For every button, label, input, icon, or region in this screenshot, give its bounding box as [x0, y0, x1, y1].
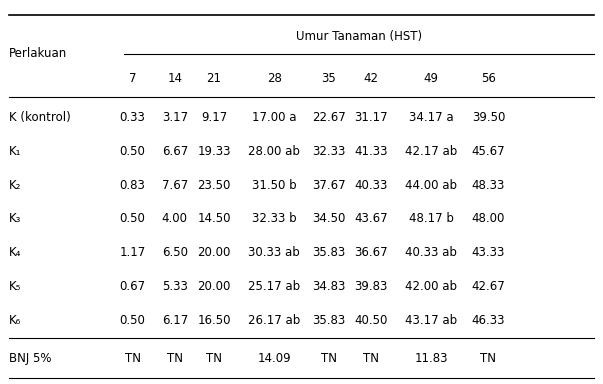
Text: 26.17 ab: 26.17 ab [248, 314, 300, 327]
Text: K₁: K₁ [9, 145, 22, 158]
Text: 23.50: 23.50 [197, 179, 231, 192]
Text: 42.00 ab: 42.00 ab [405, 280, 457, 293]
Text: 20.00: 20.00 [197, 280, 231, 293]
Text: 31.50 b: 31.50 b [252, 179, 297, 192]
Text: 32.33: 32.33 [312, 145, 346, 158]
Text: 30.33 ab: 30.33 ab [248, 246, 300, 259]
Text: K₂: K₂ [9, 179, 22, 192]
Text: 37.67: 37.67 [312, 179, 346, 192]
Text: 7.67: 7.67 [162, 179, 188, 192]
Text: 14.09: 14.09 [257, 352, 291, 365]
Text: 49: 49 [424, 72, 438, 85]
Text: TN: TN [321, 352, 336, 365]
Text: TN: TN [125, 352, 140, 365]
Text: 56: 56 [481, 72, 496, 85]
Text: 34.50: 34.50 [312, 212, 346, 225]
Text: K₄: K₄ [9, 246, 22, 259]
Text: TN: TN [206, 352, 222, 365]
Text: K (kontrol): K (kontrol) [9, 111, 71, 124]
Text: 41.33: 41.33 [354, 145, 388, 158]
Text: 11.83: 11.83 [414, 352, 448, 365]
Text: 48.00: 48.00 [472, 212, 505, 225]
Text: 25.17 ab: 25.17 ab [248, 280, 300, 293]
Text: 14: 14 [168, 72, 182, 85]
Text: 6.67: 6.67 [162, 145, 188, 158]
Text: 28: 28 [267, 72, 282, 85]
Text: BNJ 5%: BNJ 5% [9, 352, 51, 365]
Text: 40.33: 40.33 [354, 179, 388, 192]
Text: 0.50: 0.50 [120, 314, 145, 327]
Text: Perlakuan: Perlakuan [9, 47, 68, 60]
Text: 0.50: 0.50 [120, 212, 145, 225]
Text: K₆: K₆ [9, 314, 21, 327]
Text: 34.83: 34.83 [312, 280, 346, 293]
Text: 5.33: 5.33 [162, 280, 188, 293]
Text: 39.50: 39.50 [472, 111, 505, 124]
Text: 48.17 b: 48.17 b [409, 212, 453, 225]
Text: 7: 7 [129, 72, 136, 85]
Text: 46.33: 46.33 [472, 314, 505, 327]
Text: 43.33: 43.33 [472, 246, 505, 259]
Text: TN: TN [481, 352, 496, 365]
Text: 0.50: 0.50 [120, 145, 145, 158]
Text: 42.67: 42.67 [472, 280, 505, 293]
Text: 42.17 ab: 42.17 ab [405, 145, 457, 158]
Text: 17.00 a: 17.00 a [252, 111, 297, 124]
Text: 36.67: 36.67 [354, 246, 388, 259]
Text: 32.33 b: 32.33 b [252, 212, 297, 225]
Text: K₅: K₅ [9, 280, 22, 293]
Text: 34.17 a: 34.17 a [409, 111, 453, 124]
Text: 3.17: 3.17 [162, 111, 188, 124]
Text: 9.17: 9.17 [201, 111, 227, 124]
Text: 1.17: 1.17 [119, 246, 146, 259]
Text: 35.83: 35.83 [312, 314, 346, 327]
Text: 35.83: 35.83 [312, 246, 346, 259]
Text: 42: 42 [364, 72, 378, 85]
Text: 20.00: 20.00 [197, 246, 231, 259]
Text: 4.00: 4.00 [162, 212, 188, 225]
Text: K₃: K₃ [9, 212, 22, 225]
Text: 43.17 ab: 43.17 ab [405, 314, 457, 327]
Text: 48.33: 48.33 [472, 179, 505, 192]
Text: TN: TN [363, 352, 379, 365]
Text: 0.33: 0.33 [120, 111, 145, 124]
Text: 39.83: 39.83 [354, 280, 388, 293]
Text: 28.00 ab: 28.00 ab [248, 145, 300, 158]
Text: 40.50: 40.50 [354, 314, 388, 327]
Text: 0.67: 0.67 [119, 280, 146, 293]
Text: 22.67: 22.67 [312, 111, 346, 124]
Text: 44.00 ab: 44.00 ab [405, 179, 457, 192]
Text: 6.17: 6.17 [162, 314, 188, 327]
Text: 14.50: 14.50 [197, 212, 231, 225]
Text: 40.33 ab: 40.33 ab [405, 246, 457, 259]
Text: Umur Tanaman (HST): Umur Tanaman (HST) [295, 30, 422, 43]
Text: 6.50: 6.50 [162, 246, 188, 259]
Text: 35: 35 [321, 72, 336, 85]
Text: 45.67: 45.67 [472, 145, 505, 158]
Text: 16.50: 16.50 [197, 314, 231, 327]
Text: 0.83: 0.83 [120, 179, 145, 192]
Text: 31.17: 31.17 [354, 111, 388, 124]
Text: 43.67: 43.67 [354, 212, 388, 225]
Text: TN: TN [167, 352, 183, 365]
Text: 21: 21 [207, 72, 221, 85]
Text: 19.33: 19.33 [197, 145, 231, 158]
